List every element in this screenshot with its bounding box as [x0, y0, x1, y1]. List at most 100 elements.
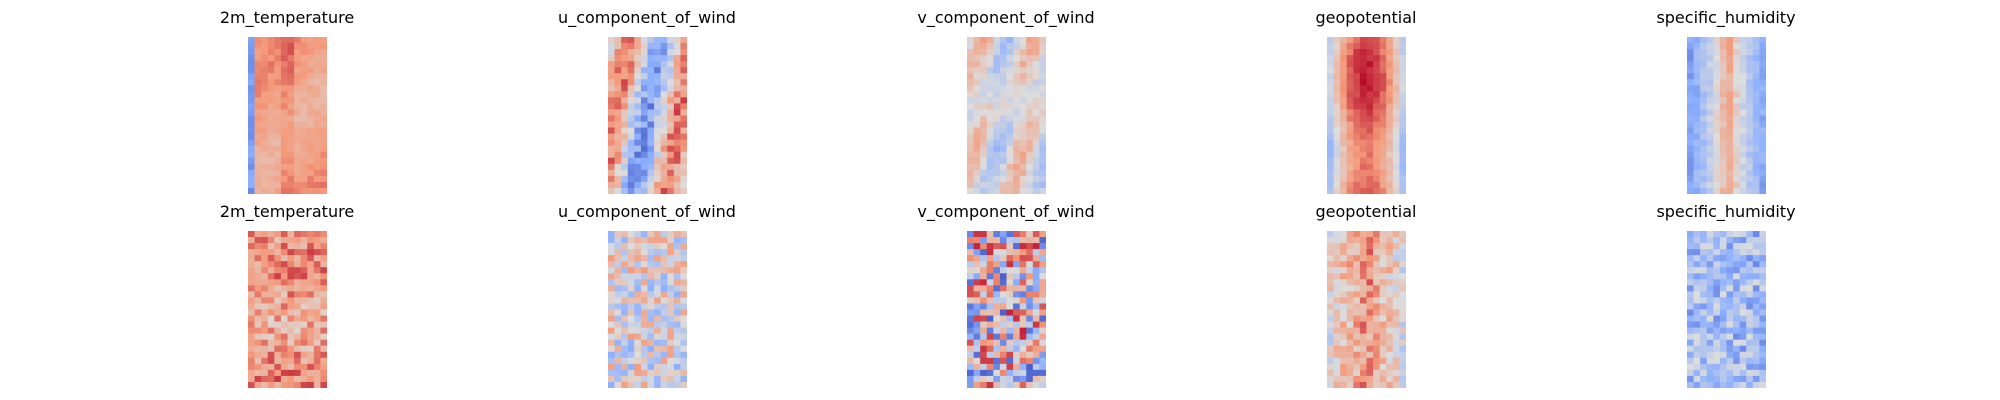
heatmap-cell [1732, 43, 1740, 50]
heatmap-cell [973, 37, 981, 44]
heatmap-cell [1706, 279, 1714, 286]
heatmap-cell [260, 261, 268, 268]
heatmap-cell [1019, 351, 1027, 359]
heatmap-cell [1032, 109, 1040, 117]
heatmap-cell [1352, 267, 1361, 274]
heatmap-cell [1732, 255, 1740, 262]
heatmap-cell [1019, 73, 1027, 80]
heatmap-cell [1025, 187, 1033, 194]
heatmap-cell [1006, 109, 1014, 117]
heatmap-cell [1385, 91, 1393, 98]
heatmap-cell [1686, 315, 1694, 323]
heatmap-cell [1012, 37, 1020, 44]
heatmap-cell [313, 85, 321, 92]
heatmap-cell [247, 261, 255, 268]
heatmap-cell [999, 249, 1007, 256]
heatmap-cell [620, 79, 628, 86]
heatmap-cell [1372, 145, 1380, 153]
heatmap-cell [992, 127, 1001, 135]
heatmap-cell [273, 67, 282, 74]
heatmap-cell [992, 279, 1001, 286]
heatmap-cell [273, 127, 282, 135]
heatmap-cell [1699, 255, 1707, 262]
heatmap-cell [1699, 327, 1707, 335]
heatmap-cell [1719, 255, 1727, 262]
heatmap-cell [1333, 133, 1341, 141]
heatmap-cell [627, 267, 635, 274]
heatmap-cell [660, 297, 668, 305]
heatmap-cell [640, 249, 648, 256]
heatmap-cell [1385, 163, 1393, 171]
heatmap-cell [1025, 37, 1033, 44]
heatmap-cell [260, 151, 268, 159]
heatmap-cell [1326, 279, 1334, 286]
heatmap-cell [1006, 79, 1014, 86]
heatmap-cell [640, 85, 648, 92]
heatmap-cell [1019, 67, 1027, 74]
heatmap-cell [1686, 243, 1694, 250]
heatmap-cell [267, 187, 275, 194]
heatmap-cell [1686, 145, 1694, 153]
heatmap-cell [1346, 297, 1354, 305]
heatmap-cell [986, 291, 994, 299]
heatmap-cell [679, 133, 687, 141]
heatmap-cell [673, 169, 681, 177]
heatmap-cell [1758, 339, 1766, 347]
heatmap-cell [293, 43, 301, 50]
heatmap-cell [1726, 37, 1734, 44]
heatmap-cell [1379, 309, 1387, 317]
heatmap-cell [1739, 187, 1747, 194]
heatmap-cell [1693, 279, 1701, 286]
heatmap-cell [1712, 351, 1721, 359]
heatmap-cell [1012, 363, 1020, 371]
heatmap-cell [1333, 127, 1341, 135]
heatmap-cell [973, 231, 981, 238]
heatmap-cell [1006, 321, 1014, 329]
heatmap-cell [306, 339, 314, 347]
heatmap-cell [1745, 103, 1753, 111]
heatmap-cell [627, 303, 635, 311]
heatmap-cell [1032, 43, 1040, 50]
heatmap-cell [979, 291, 987, 299]
heatmap-cell [1032, 91, 1040, 98]
heatmap-cell [666, 345, 674, 353]
heatmap-cell [300, 115, 308, 123]
heatmap-cell [1706, 291, 1714, 299]
heatmap-cell [1038, 145, 1046, 153]
heatmap-cell [973, 61, 981, 68]
heatmap-cell [300, 55, 308, 62]
heatmap-cell [1012, 327, 1020, 335]
heatmap-cell [287, 261, 295, 268]
heatmap-cell [1012, 297, 1020, 305]
heatmap-cell [1398, 49, 1406, 56]
heatmap-cell [1392, 163, 1400, 171]
heatmap-cell [260, 55, 268, 62]
heatmap-cell [1333, 169, 1341, 177]
heatmap-cell [1699, 357, 1707, 365]
heatmap-cell [633, 285, 642, 292]
heatmap-cell [1392, 333, 1400, 341]
heatmap-cell [1712, 309, 1721, 317]
heatmap-cell [1326, 369, 1334, 377]
heatmap-cell [653, 285, 661, 292]
heatmap-cell [306, 61, 314, 68]
heatmap-cell [614, 351, 622, 359]
heatmap-cell [1726, 297, 1734, 305]
heatmap-cell [620, 49, 628, 56]
heatmap-cell [306, 49, 314, 56]
heatmap-cell [1379, 103, 1387, 111]
heatmap-cell [640, 55, 648, 62]
heatmap-cell [1392, 133, 1400, 141]
heatmap-cell [1339, 303, 1347, 311]
heatmap-cell [280, 273, 288, 280]
heatmap-cell [280, 267, 288, 274]
heatmap-cell [1366, 139, 1374, 147]
heatmap-cell [666, 297, 674, 305]
heatmap-cell [313, 43, 321, 50]
heatmap-cell [660, 127, 668, 135]
heatmap-cell [1712, 327, 1721, 335]
heatmap-cell [679, 115, 687, 123]
heatmap-cell [1012, 369, 1020, 377]
heatmap-cell [1739, 231, 1747, 238]
heatmap-cell [1712, 345, 1721, 353]
